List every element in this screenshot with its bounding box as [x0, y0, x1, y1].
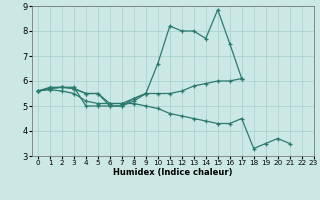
X-axis label: Humidex (Indice chaleur): Humidex (Indice chaleur): [113, 168, 233, 177]
